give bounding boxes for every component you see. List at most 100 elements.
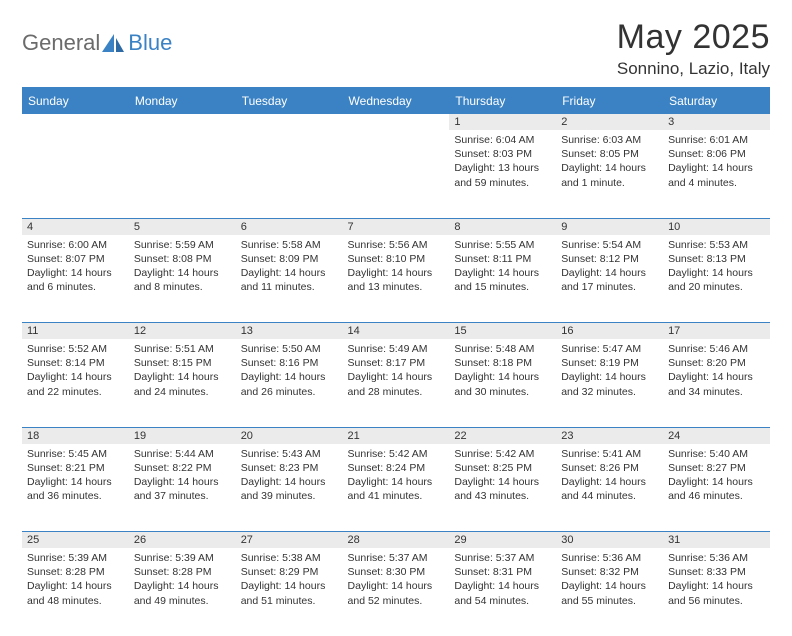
weekday-header: Thursday bbox=[449, 88, 556, 114]
location-subtitle: Sonnino, Lazio, Italy bbox=[617, 59, 770, 79]
day-detail-cell: Sunrise: 5:41 AMSunset: 8:26 PMDaylight:… bbox=[556, 444, 663, 532]
day-detail-cell: Sunrise: 5:40 AMSunset: 8:27 PMDaylight:… bbox=[663, 444, 770, 532]
day-detail-text: Sunrise: 5:37 AMSunset: 8:30 PMDaylight:… bbox=[348, 551, 445, 608]
day-detail-text: Sunrise: 5:56 AMSunset: 8:10 PMDaylight:… bbox=[348, 238, 445, 295]
day-detail-cell: Sunrise: 5:50 AMSunset: 8:16 PMDaylight:… bbox=[236, 339, 343, 427]
day-number-cell: 17 bbox=[663, 323, 770, 340]
day-number-cell: 4 bbox=[22, 218, 129, 235]
day-detail-text: Sunrise: 5:38 AMSunset: 8:29 PMDaylight:… bbox=[241, 551, 338, 608]
day-detail-cell: Sunrise: 6:03 AMSunset: 8:05 PMDaylight:… bbox=[556, 130, 663, 218]
day-detail-text: Sunrise: 5:40 AMSunset: 8:27 PMDaylight:… bbox=[668, 447, 765, 504]
day-detail-text: Sunrise: 5:43 AMSunset: 8:23 PMDaylight:… bbox=[241, 447, 338, 504]
weekday-header: Wednesday bbox=[343, 88, 450, 114]
day-detail-cell: Sunrise: 5:51 AMSunset: 8:15 PMDaylight:… bbox=[129, 339, 236, 427]
day-detail-text: Sunrise: 5:50 AMSunset: 8:16 PMDaylight:… bbox=[241, 342, 338, 399]
day-detail-cell: Sunrise: 6:01 AMSunset: 8:06 PMDaylight:… bbox=[663, 130, 770, 218]
day-detail-text: Sunrise: 5:37 AMSunset: 8:31 PMDaylight:… bbox=[454, 551, 551, 608]
day-detail-text: Sunrise: 5:42 AMSunset: 8:25 PMDaylight:… bbox=[454, 447, 551, 504]
day-detail-text: Sunrise: 5:55 AMSunset: 8:11 PMDaylight:… bbox=[454, 238, 551, 295]
day-detail-cell: Sunrise: 5:37 AMSunset: 8:31 PMDaylight:… bbox=[449, 548, 556, 636]
day-number-cell: 25 bbox=[22, 532, 129, 549]
month-title: May 2025 bbox=[617, 18, 770, 57]
day-number-cell: 29 bbox=[449, 532, 556, 549]
day-number-cell: 2 bbox=[556, 114, 663, 131]
day-detail-cell: Sunrise: 6:04 AMSunset: 8:03 PMDaylight:… bbox=[449, 130, 556, 218]
day-detail-cell: Sunrise: 5:37 AMSunset: 8:30 PMDaylight:… bbox=[343, 548, 450, 636]
calendar-page: General Blue May 2025 Sonnino, Lazio, It… bbox=[0, 0, 792, 636]
day-detail-cell: Sunrise: 5:42 AMSunset: 8:24 PMDaylight:… bbox=[343, 444, 450, 532]
day-number-cell: 13 bbox=[236, 323, 343, 340]
day-number-cell: 7 bbox=[343, 218, 450, 235]
day-detail-text: Sunrise: 5:39 AMSunset: 8:28 PMDaylight:… bbox=[134, 551, 231, 608]
day-detail-text: Sunrise: 6:03 AMSunset: 8:05 PMDaylight:… bbox=[561, 133, 658, 190]
day-number-cell: 23 bbox=[556, 427, 663, 444]
weekday-header-row: Sunday Monday Tuesday Wednesday Thursday… bbox=[22, 88, 770, 114]
day-detail-text: Sunrise: 5:36 AMSunset: 8:32 PMDaylight:… bbox=[561, 551, 658, 608]
day-detail-cell: Sunrise: 5:47 AMSunset: 8:19 PMDaylight:… bbox=[556, 339, 663, 427]
day-detail-cell: Sunrise: 5:59 AMSunset: 8:08 PMDaylight:… bbox=[129, 235, 236, 323]
brand-logo: General Blue bbox=[22, 18, 172, 56]
day-number-cell: 8 bbox=[449, 218, 556, 235]
day-number-cell: 24 bbox=[663, 427, 770, 444]
weekday-header: Saturday bbox=[663, 88, 770, 114]
brand-word-2: Blue bbox=[128, 30, 172, 56]
day-number-cell: 27 bbox=[236, 532, 343, 549]
weekday-header: Sunday bbox=[22, 88, 129, 114]
day-detail-cell: Sunrise: 5:56 AMSunset: 8:10 PMDaylight:… bbox=[343, 235, 450, 323]
day-number-cell: 15 bbox=[449, 323, 556, 340]
day-detail-cell: Sunrise: 5:46 AMSunset: 8:20 PMDaylight:… bbox=[663, 339, 770, 427]
day-detail-cell: Sunrise: 6:00 AMSunset: 8:07 PMDaylight:… bbox=[22, 235, 129, 323]
day-detail-cell: Sunrise: 5:36 AMSunset: 8:33 PMDaylight:… bbox=[663, 548, 770, 636]
weekday-header: Friday bbox=[556, 88, 663, 114]
day-number-row: 18192021222324 bbox=[22, 427, 770, 444]
day-detail-text: Sunrise: 5:51 AMSunset: 8:15 PMDaylight:… bbox=[134, 342, 231, 399]
day-detail-text: Sunrise: 5:44 AMSunset: 8:22 PMDaylight:… bbox=[134, 447, 231, 504]
day-number-row: 123 bbox=[22, 114, 770, 131]
day-detail-cell: Sunrise: 5:48 AMSunset: 8:18 PMDaylight:… bbox=[449, 339, 556, 427]
weekday-header: Tuesday bbox=[236, 88, 343, 114]
day-number-cell: 12 bbox=[129, 323, 236, 340]
day-detail-row: Sunrise: 5:45 AMSunset: 8:21 PMDaylight:… bbox=[22, 444, 770, 532]
page-header: General Blue May 2025 Sonnino, Lazio, It… bbox=[22, 18, 770, 79]
day-detail-text: Sunrise: 6:01 AMSunset: 8:06 PMDaylight:… bbox=[668, 133, 765, 190]
day-detail-text: Sunrise: 5:42 AMSunset: 8:24 PMDaylight:… bbox=[348, 447, 445, 504]
day-number-cell: 5 bbox=[129, 218, 236, 235]
day-number-cell: 6 bbox=[236, 218, 343, 235]
day-number-cell: 18 bbox=[22, 427, 129, 444]
day-detail-row: Sunrise: 6:00 AMSunset: 8:07 PMDaylight:… bbox=[22, 235, 770, 323]
day-number-cell: 22 bbox=[449, 427, 556, 444]
day-detail-text: Sunrise: 5:48 AMSunset: 8:18 PMDaylight:… bbox=[454, 342, 551, 399]
title-block: May 2025 Sonnino, Lazio, Italy bbox=[617, 18, 770, 79]
day-detail-cell: Sunrise: 5:49 AMSunset: 8:17 PMDaylight:… bbox=[343, 339, 450, 427]
day-detail-text: Sunrise: 5:45 AMSunset: 8:21 PMDaylight:… bbox=[27, 447, 124, 504]
day-detail-text: Sunrise: 5:54 AMSunset: 8:12 PMDaylight:… bbox=[561, 238, 658, 295]
day-number-cell: 11 bbox=[22, 323, 129, 340]
day-number-row: 45678910 bbox=[22, 218, 770, 235]
day-number-cell: 31 bbox=[663, 532, 770, 549]
day-number-cell bbox=[129, 114, 236, 131]
day-detail-row: Sunrise: 6:04 AMSunset: 8:03 PMDaylight:… bbox=[22, 130, 770, 218]
day-number-cell: 30 bbox=[556, 532, 663, 549]
day-number-cell: 21 bbox=[343, 427, 450, 444]
day-detail-cell: Sunrise: 5:54 AMSunset: 8:12 PMDaylight:… bbox=[556, 235, 663, 323]
day-number-cell: 14 bbox=[343, 323, 450, 340]
day-detail-cell: Sunrise: 5:55 AMSunset: 8:11 PMDaylight:… bbox=[449, 235, 556, 323]
day-detail-text: Sunrise: 5:41 AMSunset: 8:26 PMDaylight:… bbox=[561, 447, 658, 504]
calendar-table: Sunday Monday Tuesday Wednesday Thursday… bbox=[22, 87, 770, 636]
day-detail-cell bbox=[236, 130, 343, 218]
day-number-cell: 26 bbox=[129, 532, 236, 549]
day-number-cell: 9 bbox=[556, 218, 663, 235]
day-detail-cell bbox=[129, 130, 236, 218]
day-detail-text: Sunrise: 5:49 AMSunset: 8:17 PMDaylight:… bbox=[348, 342, 445, 399]
day-number-row: 11121314151617 bbox=[22, 323, 770, 340]
day-detail-cell: Sunrise: 5:39 AMSunset: 8:28 PMDaylight:… bbox=[22, 548, 129, 636]
day-detail-row: Sunrise: 5:52 AMSunset: 8:14 PMDaylight:… bbox=[22, 339, 770, 427]
day-detail-cell: Sunrise: 5:43 AMSunset: 8:23 PMDaylight:… bbox=[236, 444, 343, 532]
day-detail-text: Sunrise: 6:04 AMSunset: 8:03 PMDaylight:… bbox=[454, 133, 551, 190]
day-detail-text: Sunrise: 5:59 AMSunset: 8:08 PMDaylight:… bbox=[134, 238, 231, 295]
day-detail-cell bbox=[22, 130, 129, 218]
day-detail-cell: Sunrise: 5:45 AMSunset: 8:21 PMDaylight:… bbox=[22, 444, 129, 532]
day-detail-cell: Sunrise: 5:53 AMSunset: 8:13 PMDaylight:… bbox=[663, 235, 770, 323]
day-number-cell: 19 bbox=[129, 427, 236, 444]
sail-icon bbox=[100, 32, 126, 54]
